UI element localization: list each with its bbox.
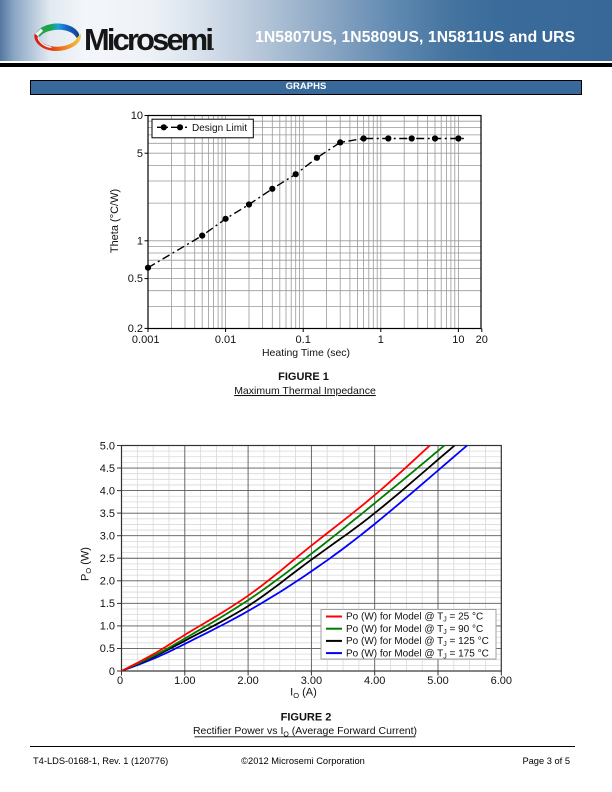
svg-text:0: 0: [117, 675, 123, 687]
svg-text:5: 5: [137, 148, 143, 160]
svg-text:5.00: 5.00: [427, 675, 448, 687]
svg-text:0.001: 0.001: [132, 334, 160, 346]
svg-text:5.0: 5.0: [100, 440, 115, 452]
svg-text:Po (W) for Model @ TJ = 125 °C: Po (W) for Model @ TJ = 125 °C: [346, 636, 489, 648]
svg-text:0.5: 0.5: [128, 273, 143, 285]
svg-text:FIGURE 1: FIGURE 1: [278, 371, 329, 383]
svg-text:4.0: 4.0: [100, 485, 115, 497]
svg-text:0.5: 0.5: [100, 643, 115, 655]
svg-text:Po (W) for Model @ TJ = 25 °C: Po (W) for Model @ TJ = 25 °C: [346, 612, 483, 624]
svg-text:0.2: 0.2: [128, 323, 143, 335]
svg-text:3.5: 3.5: [100, 508, 115, 520]
svg-text:1.00: 1.00: [174, 675, 195, 687]
svg-text:Heating Time (sec): Heating Time (sec): [262, 347, 350, 359]
svg-text:4.5: 4.5: [100, 463, 115, 475]
svg-text:Po (W) for Model @ TJ = 175 °C: Po (W) for Model @ TJ = 175 °C: [346, 648, 489, 660]
svg-text:Maximum Thermal Impedance: Maximum Thermal Impedance: [234, 385, 376, 397]
svg-text:Rectifier Power vs IO (Average: Rectifier Power vs IO (Average Forward C…: [193, 725, 417, 739]
svg-text:0.1: 0.1: [296, 334, 311, 346]
svg-text:2.00: 2.00: [237, 675, 258, 687]
svg-text:1.0: 1.0: [100, 621, 115, 633]
svg-text:3.00: 3.00: [301, 675, 322, 687]
svg-text:2.5: 2.5: [100, 553, 115, 565]
svg-text:10: 10: [131, 110, 143, 122]
svg-text:6.00: 6.00: [491, 675, 512, 687]
svg-text:1: 1: [137, 235, 143, 247]
svg-text:0.01: 0.01: [215, 334, 236, 346]
svg-text:Po (W) for Model @ TJ = 90 °C: Po (W) for Model @ TJ = 90 °C: [346, 624, 483, 636]
svg-text:4.00: 4.00: [364, 675, 385, 687]
svg-text:3.0: 3.0: [100, 531, 115, 543]
svg-text:2.0: 2.0: [100, 576, 115, 588]
svg-text:1.5: 1.5: [100, 598, 115, 610]
svg-text:FIGURE 2: FIGURE 2: [281, 712, 332, 724]
svg-text:Design Limit: Design Limit: [192, 123, 247, 134]
svg-text:20: 20: [476, 334, 488, 346]
svg-text:IO (A): IO (A): [290, 687, 317, 701]
svg-text:Theta (°C/W): Theta (°C/W): [109, 189, 121, 253]
svg-text:PO (W): PO (W): [80, 547, 94, 581]
svg-text:10: 10: [452, 334, 464, 346]
svg-text:1: 1: [378, 334, 384, 346]
svg-text:0: 0: [109, 666, 115, 678]
